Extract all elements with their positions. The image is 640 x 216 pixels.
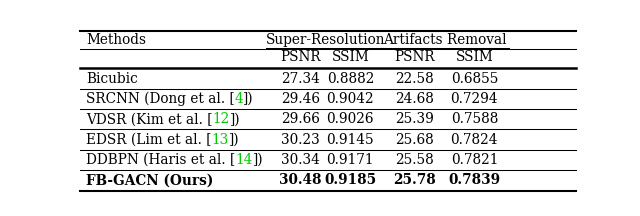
Text: 0.9171: 0.9171 [326, 153, 374, 167]
Text: 25.78: 25.78 [394, 173, 436, 187]
Text: SSIM: SSIM [332, 50, 369, 64]
Text: DDBPN (Haris et al. [: DDBPN (Haris et al. [ [86, 153, 236, 167]
Text: 12: 12 [212, 112, 230, 126]
Text: SSIM: SSIM [456, 50, 493, 64]
Text: 29.66: 29.66 [282, 112, 320, 126]
Text: 22.58: 22.58 [396, 71, 434, 86]
Text: 0.7294: 0.7294 [451, 92, 498, 106]
Text: 27.34: 27.34 [282, 71, 320, 86]
Text: EDSR (Lim et al. [: EDSR (Lim et al. [ [86, 133, 211, 147]
Text: 25.68: 25.68 [396, 133, 434, 147]
Text: 30.48: 30.48 [280, 173, 322, 187]
Text: ]): ]) [243, 92, 254, 106]
Text: 0.9026: 0.9026 [326, 112, 374, 126]
Text: 0.9145: 0.9145 [326, 133, 374, 147]
Text: 25.58: 25.58 [396, 153, 434, 167]
Text: PSNR: PSNR [280, 50, 321, 64]
Text: 25.39: 25.39 [396, 112, 434, 126]
Text: 30.34: 30.34 [282, 153, 320, 167]
Text: 0.7839: 0.7839 [448, 173, 500, 187]
Text: Methods: Methods [86, 33, 146, 47]
Text: FB-GACN (Ours): FB-GACN (Ours) [86, 173, 213, 187]
Text: Artifacts Removal: Artifacts Removal [383, 33, 506, 47]
Text: VDSR (Kim et al. [: VDSR (Kim et al. [ [86, 112, 212, 126]
Text: 30.23: 30.23 [282, 133, 320, 147]
Text: Bicubic: Bicubic [86, 71, 138, 86]
Text: ]): ]) [230, 112, 241, 126]
Text: 14: 14 [236, 153, 253, 167]
Text: 4: 4 [235, 92, 243, 106]
Text: 0.6855: 0.6855 [451, 71, 498, 86]
Text: PSNR: PSNR [394, 50, 435, 64]
Text: 29.46: 29.46 [281, 92, 320, 106]
Text: 0.9185: 0.9185 [324, 173, 376, 187]
Text: 13: 13 [211, 133, 228, 147]
Text: SRCNN (Dong et al. [: SRCNN (Dong et al. [ [86, 92, 235, 106]
Text: ]): ]) [228, 133, 239, 147]
Text: Super-Resolution: Super-Resolution [266, 33, 385, 47]
Text: 0.8882: 0.8882 [326, 71, 374, 86]
Text: 0.7588: 0.7588 [451, 112, 498, 126]
Text: 24.68: 24.68 [396, 92, 434, 106]
Text: 0.9042: 0.9042 [326, 92, 374, 106]
Text: ]): ]) [253, 153, 263, 167]
Text: 0.7821: 0.7821 [451, 153, 498, 167]
Text: 0.7824: 0.7824 [451, 133, 498, 147]
